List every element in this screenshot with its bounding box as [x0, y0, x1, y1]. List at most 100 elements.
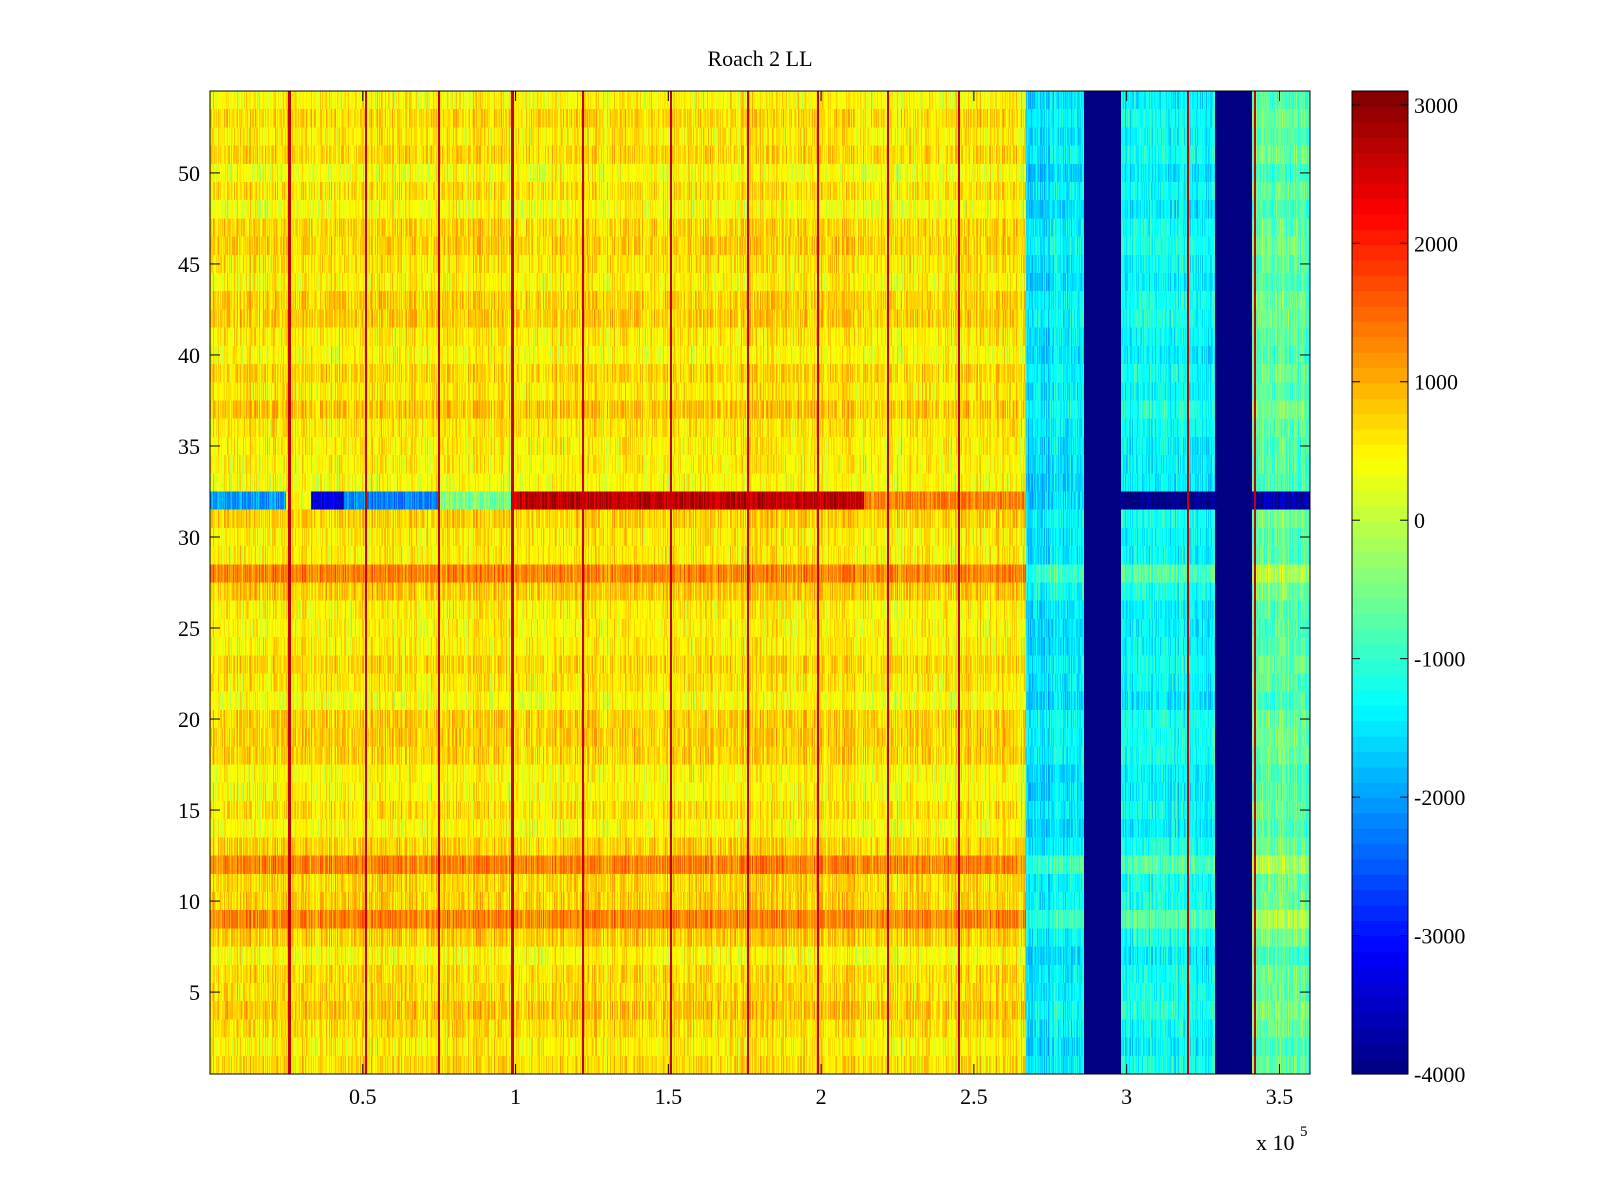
colorbar-step [1352, 444, 1408, 461]
colorbar-step [1352, 244, 1408, 261]
x-multiplier-label: x 10 [1256, 1130, 1295, 1155]
colorbar-step [1352, 597, 1408, 614]
x-multiplier: x 10 5 [1256, 1124, 1308, 1155]
y-tick-label: 5 [189, 980, 200, 1005]
colorbar-step [1352, 1058, 1408, 1075]
chart-title: Roach 2 LL [707, 46, 812, 71]
colorbar-step [1352, 183, 1408, 200]
colorbar-step [1352, 690, 1408, 706]
colorbar-step [1352, 505, 1408, 522]
colorbar-step [1352, 643, 1408, 660]
colorbar-step [1352, 628, 1408, 645]
heatmap-image [210, 91, 1310, 1074]
colorbar-tick-label: 0 [1414, 508, 1425, 533]
y-tick-label: 35 [178, 434, 200, 459]
colorbar-step [1352, 981, 1408, 998]
colorbar-step [1352, 336, 1408, 353]
colorbar-step [1352, 152, 1408, 169]
colorbar-step [1352, 428, 1408, 445]
colorbar-step [1352, 167, 1408, 184]
colorbar-step [1352, 521, 1408, 538]
colorbar-step [1352, 398, 1408, 415]
x-tick-label: 2.5 [960, 1084, 988, 1109]
colorbar-step [1352, 229, 1408, 246]
colorbar-step [1352, 352, 1408, 369]
colorbar-step [1352, 1027, 1408, 1044]
colorbar-step [1352, 474, 1408, 491]
colorbar-step [1352, 490, 1408, 507]
colorbar-step [1352, 966, 1408, 983]
colorbar-step [1352, 106, 1408, 123]
colorbar-step [1352, 459, 1408, 476]
heatmap-layer [210, 91, 1310, 1074]
colorbar-step [1352, 413, 1408, 430]
x-multiplier-exponent: 5 [1300, 1124, 1308, 1140]
colorbar-step [1352, 951, 1408, 968]
colorbar-step [1352, 674, 1408, 691]
colorbar-step [1352, 874, 1408, 891]
colorbar-step [1352, 858, 1408, 875]
colorbar-step [1352, 705, 1408, 722]
colorbar-step [1352, 935, 1408, 952]
colorbar-step [1352, 275, 1408, 292]
x-tick-label: 1 [510, 1084, 521, 1109]
axes-layer: 0.5 1 1.5 2 2.5 3 3.5 5 10 15 20 25 30 35 40 45 50 [178, 90, 1311, 1109]
x-tick-label: 1.5 [655, 1084, 683, 1109]
x-tick-label: 2 [816, 1084, 827, 1109]
colorbar-tick-label: 3000 [1414, 93, 1458, 118]
colorbar-step [1352, 905, 1408, 922]
colorbar-step [1352, 997, 1408, 1014]
y-tick-label: 30 [178, 525, 200, 550]
colorbar-tick-label: -1000 [1414, 647, 1465, 672]
colorbar-step [1352, 551, 1408, 568]
colorbar-tick-label: 2000 [1414, 231, 1458, 256]
colorbar-tick-label: -2000 [1414, 785, 1465, 810]
colorbar-step [1352, 321, 1408, 338]
colorbar-step [1352, 889, 1408, 906]
x-tick-label: 3 [1121, 1084, 1132, 1109]
colorbar-step [1352, 720, 1408, 737]
colorbar-step [1352, 367, 1408, 384]
y-tick-label: 25 [178, 616, 200, 641]
colorbar-step [1352, 137, 1408, 154]
y-tick-label: 10 [178, 889, 200, 914]
colorbar-step [1352, 290, 1408, 307]
colorbar-step [1352, 782, 1408, 799]
x-tick-label: 0.5 [349, 1084, 377, 1109]
colorbar-step [1352, 91, 1408, 107]
colorbar-tick-label: -4000 [1414, 1062, 1465, 1087]
colorbar-step [1352, 766, 1408, 783]
colorbar-step [1352, 920, 1408, 937]
colorbar-step [1352, 1012, 1408, 1029]
colorbar-step [1352, 659, 1408, 676]
colorbar-layer: -4000 -3000 -2000 -1000 0 1000 2000 3000 [1351, 90, 1465, 1087]
colorbar-tick-label: 1000 [1414, 370, 1458, 395]
colorbar-step [1352, 198, 1408, 215]
colorbar-step [1352, 213, 1408, 230]
colorbar-step [1352, 797, 1408, 814]
y-tick-label: 50 [178, 161, 200, 186]
y-tick-label: 45 [178, 252, 200, 277]
colorbar-step [1352, 536, 1408, 553]
colorbar-step [1352, 306, 1408, 322]
y-tick-label: 15 [178, 798, 200, 823]
y-tick-label: 40 [178, 343, 200, 368]
colorbar-step [1352, 1043, 1408, 1060]
colorbar-step [1352, 613, 1408, 630]
y-tick-label: 20 [178, 707, 200, 732]
plot-frame [209, 90, 1311, 1075]
colorbar-step [1352, 736, 1408, 753]
colorbar-tick-label: -3000 [1414, 924, 1465, 949]
colorbar-step [1352, 121, 1408, 138]
colorbar-frame [1351, 90, 1409, 1075]
colorbar-step [1352, 382, 1408, 399]
colorbar-step [1352, 582, 1408, 599]
colorbar-step [1352, 812, 1408, 829]
colorbar-step [1352, 259, 1408, 276]
colorbar-step [1352, 751, 1408, 768]
colorbar-step [1352, 567, 1408, 584]
colorbar-step [1352, 843, 1408, 860]
x-tick-label: 3.5 [1266, 1084, 1294, 1109]
